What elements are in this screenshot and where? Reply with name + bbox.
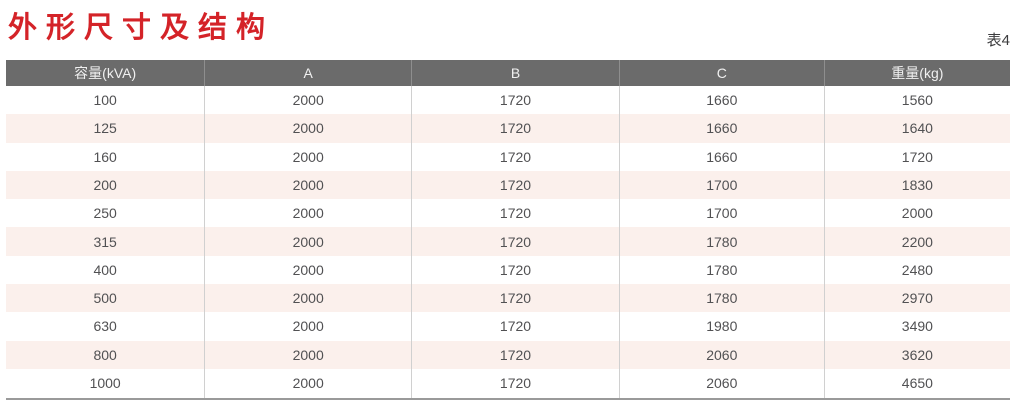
table-cell: 125 — [6, 114, 206, 143]
table-row: 630 2000 1720 1980 3490 — [6, 312, 1010, 341]
table-cell: 2200 — [901, 233, 933, 250]
table-row: 400 2000 1720 1780 2480 — [6, 255, 1010, 284]
table-cell: 4650 — [901, 375, 933, 392]
table-cell: 2000 — [204, 227, 413, 256]
table-cell: 1720 — [411, 142, 620, 171]
table-cell: 2000 — [204, 114, 413, 143]
table-header-cell: A — [204, 60, 413, 86]
table-cell: 250 — [6, 199, 206, 228]
table-cell: 1780 — [619, 255, 825, 284]
table-cell: 630 — [6, 312, 206, 341]
table-cell: 1720 — [411, 312, 620, 341]
header-area: 外形尺寸及结构 表4 — [0, 0, 1022, 60]
table-row: 250 2000 1720 1700 2000 — [6, 199, 1010, 228]
table-cell: 1660 — [619, 142, 825, 171]
table-header: 容量(kVA) A B C 重量(kg) — [6, 60, 1010, 86]
table-cell: 1700 — [619, 199, 825, 228]
table-cell: 1720 — [411, 255, 620, 284]
table-cell: 1640 — [901, 120, 933, 137]
table-cell: 2060 — [619, 368, 825, 399]
table-cell: 1720 — [411, 340, 620, 369]
table-number-label: 表4 — [986, 32, 1010, 49]
table-cell: 1720 — [411, 114, 620, 143]
table-cell: 2060 — [619, 340, 825, 369]
table-cell: 1660 — [619, 86, 825, 115]
table-cell: 500 — [6, 283, 206, 313]
table-cell: 3490 — [901, 318, 933, 335]
page-title: 外形尺寸及结构 — [8, 12, 275, 44]
table-cell: 200 — [6, 170, 206, 200]
table-header-cell: C — [619, 60, 825, 86]
table-cell: 1720 — [411, 227, 620, 256]
table-cell: 1560 — [901, 92, 933, 109]
table-cell: 1830 — [901, 176, 933, 193]
table-row: 1000 2000 1720 2060 4650 — [6, 368, 1010, 399]
table-cell: 2000 — [204, 312, 413, 341]
table-cell: 400 — [6, 255, 206, 284]
table-cell: 2000 — [204, 86, 413, 115]
table-row: 100 2000 1720 1660 1560 — [6, 86, 1010, 115]
table-cell: 1720 — [411, 283, 620, 313]
table-cell: 3620 — [901, 346, 933, 363]
table-cell: 2000 — [204, 340, 413, 369]
table-cell: 1780 — [619, 227, 825, 256]
table-header-cell: 容量(kVA) — [6, 60, 206, 86]
table-cell: 100 — [6, 86, 206, 115]
table-cell: 2000 — [204, 283, 413, 313]
table-cell: 800 — [6, 340, 206, 369]
table-cell: 1720 — [411, 86, 620, 115]
table-cell: 1720 — [411, 170, 620, 200]
table-header-cell: B — [411, 60, 620, 86]
table-body: 100 2000 1720 1660 1560 125 2000 1720 1660 1640 16… — [6, 86, 1010, 399]
table-cell: 2000 — [204, 255, 413, 284]
table-row: 500 2000 1720 1780 2970 — [6, 283, 1010, 313]
table-cell: 2000 — [204, 368, 413, 399]
table-cell: 2480 — [901, 261, 933, 278]
table-cell: 1720 — [411, 368, 620, 399]
table-cell: 2000 — [901, 205, 933, 222]
table-cell: 2000 — [204, 142, 413, 171]
table-cell: 1720 — [901, 148, 933, 165]
table-cell: 315 — [6, 227, 206, 256]
table-row: 160 2000 1720 1660 1720 — [6, 142, 1010, 171]
table-row: 125 2000 1720 1660 1640 — [6, 114, 1010, 143]
table-row: 315 2000 1720 1780 2200 — [6, 227, 1010, 256]
table-cell: 2000 — [204, 170, 413, 200]
table-cell: 1660 — [619, 114, 825, 143]
table-cell: 1780 — [619, 283, 825, 313]
table-cell: 2970 — [901, 290, 933, 307]
table-cell: 1700 — [619, 170, 825, 200]
table-cell: 1980 — [619, 312, 825, 341]
table-row: 800 2000 1720 2060 3620 — [6, 340, 1010, 369]
table-header-cell: 重量(kg) — [824, 60, 1010, 86]
table-row: 200 2000 1720 1700 1830 — [6, 170, 1010, 200]
table-cell: 1000 — [6, 368, 206, 399]
table-cell: 1720 — [411, 199, 620, 228]
dimensions-table: 容量(kVA) A B C 重量(kg) 100 2000 1720 1660 1560 125 2… — [6, 60, 1010, 400]
table-cell: 2000 — [204, 199, 413, 228]
table-header-row: 容量(kVA) A B C 重量(kg) — [6, 60, 1010, 86]
table-cell: 160 — [6, 142, 206, 171]
